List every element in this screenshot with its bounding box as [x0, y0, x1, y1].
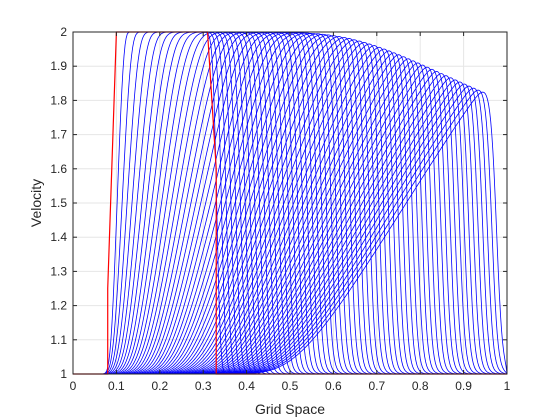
- y-tick-label: 1.1: [50, 333, 67, 347]
- x-tick-label: 0.4: [238, 379, 255, 393]
- y-tick-label: 1.4: [50, 230, 67, 244]
- x-tick-label: 0.2: [151, 379, 168, 393]
- y-tick-label: 1.6: [50, 162, 67, 176]
- x-tick-label: 0: [70, 379, 77, 393]
- y-tick-label: 1.9: [50, 59, 67, 73]
- y-tick-label: 2: [60, 25, 67, 39]
- x-tick-label: 0.3: [195, 379, 212, 393]
- x-tick-label: 0.6: [325, 379, 342, 393]
- y-tick-label: 1.2: [50, 299, 67, 313]
- x-tick-label: 1: [504, 379, 511, 393]
- y-tick-label: 1.7: [50, 128, 67, 142]
- axis-ticks: 0 0.1 0.2 0.3 0.4 0.5 0.6 0.7 0.8 0.9 1 1 1.1 1.2 1.3 1…: [50, 25, 510, 393]
- y-tick-label: 1.3: [50, 264, 67, 278]
- x-tick-label: 0.9: [455, 379, 472, 393]
- y-tick-label: 1.5: [50, 196, 67, 210]
- x-tick-label: 0.5: [282, 379, 299, 393]
- y-tick-label: 1: [60, 367, 67, 381]
- y-tick-label: 1.8: [50, 93, 67, 107]
- x-tick-label: 0.1: [108, 379, 125, 393]
- x-tick-label: 0.8: [412, 379, 429, 393]
- x-axis-label: Grid Space: [255, 401, 325, 417]
- x-tick-label: 0.7: [368, 379, 385, 393]
- y-axis-label: Velocity: [28, 179, 44, 227]
